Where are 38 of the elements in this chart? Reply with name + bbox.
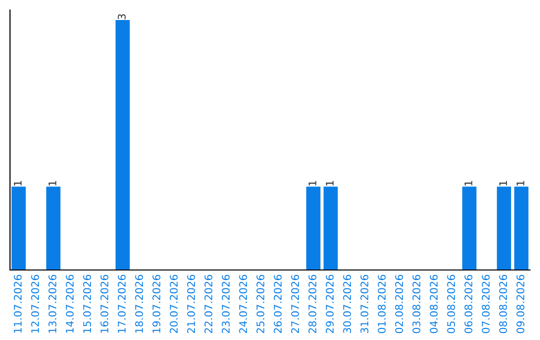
x-tick-label: 19.07.2026 xyxy=(152,274,160,333)
x-tick-label: 25.07.2026 xyxy=(256,274,264,334)
x-tick-label: 02.08.2026 xyxy=(395,274,404,334)
data-label: 1 xyxy=(464,181,472,186)
x-tick-label: 21.07.2026 xyxy=(187,274,196,334)
x-tick-label: 23.07.2026 xyxy=(222,274,230,334)
data-label: 1 xyxy=(326,181,334,186)
x-tick-label: 09.08.2026 xyxy=(516,274,524,334)
data-label: 1 xyxy=(48,181,56,186)
x-tick-label: 04.08.2026 xyxy=(430,274,438,334)
x-tick-label: 01.08.2026 xyxy=(378,274,386,334)
x-tick-label: 29.07.2026 xyxy=(326,274,334,334)
x-tick-label: 26.07.2026 xyxy=(274,274,282,334)
x-tick-label: 30.07.2026 xyxy=(343,274,352,334)
data-label: 1 xyxy=(14,181,22,186)
x-tick-label: 22.07.2026 xyxy=(204,274,212,334)
x-tick-label: 06.08.2026 xyxy=(464,274,472,334)
x-tick-label: 12.07.2026 xyxy=(31,274,40,333)
x-tick-label: 13.07.2026 xyxy=(48,274,56,333)
x-tick-label: 27.07.2026 xyxy=(291,274,300,334)
x-tick-label: 17.07.2026 xyxy=(118,274,126,333)
x-tick-label: 08.08.2026 xyxy=(499,274,508,334)
x-tick-label: 31.07.2026 xyxy=(360,274,368,334)
data-label: 1 xyxy=(499,181,507,186)
x-tick-label: 11.07.2026 xyxy=(14,274,22,333)
data-label: 1 xyxy=(516,181,524,186)
data-label: 3 xyxy=(118,14,126,20)
x-tick-label: 05.08.2026 xyxy=(447,274,456,334)
x-tick-label: 07.08.2026 xyxy=(482,274,490,334)
x-tick-label: 28.07.2026 xyxy=(308,274,316,334)
x-tick-label: 18.07.2026 xyxy=(135,274,144,333)
data-label: 1 xyxy=(308,181,316,186)
x-tick-label: 14.07.2026 xyxy=(66,274,74,333)
x-tick-label: 24.07.2026 xyxy=(239,274,248,334)
x-tick-label: 20.07.2026 xyxy=(170,274,178,334)
x-tick-label: 16.07.2026 xyxy=(100,274,108,333)
x-tick-label: 03.08.2026 xyxy=(412,274,420,334)
x-tick-label: 15.07.2026 xyxy=(83,274,92,333)
